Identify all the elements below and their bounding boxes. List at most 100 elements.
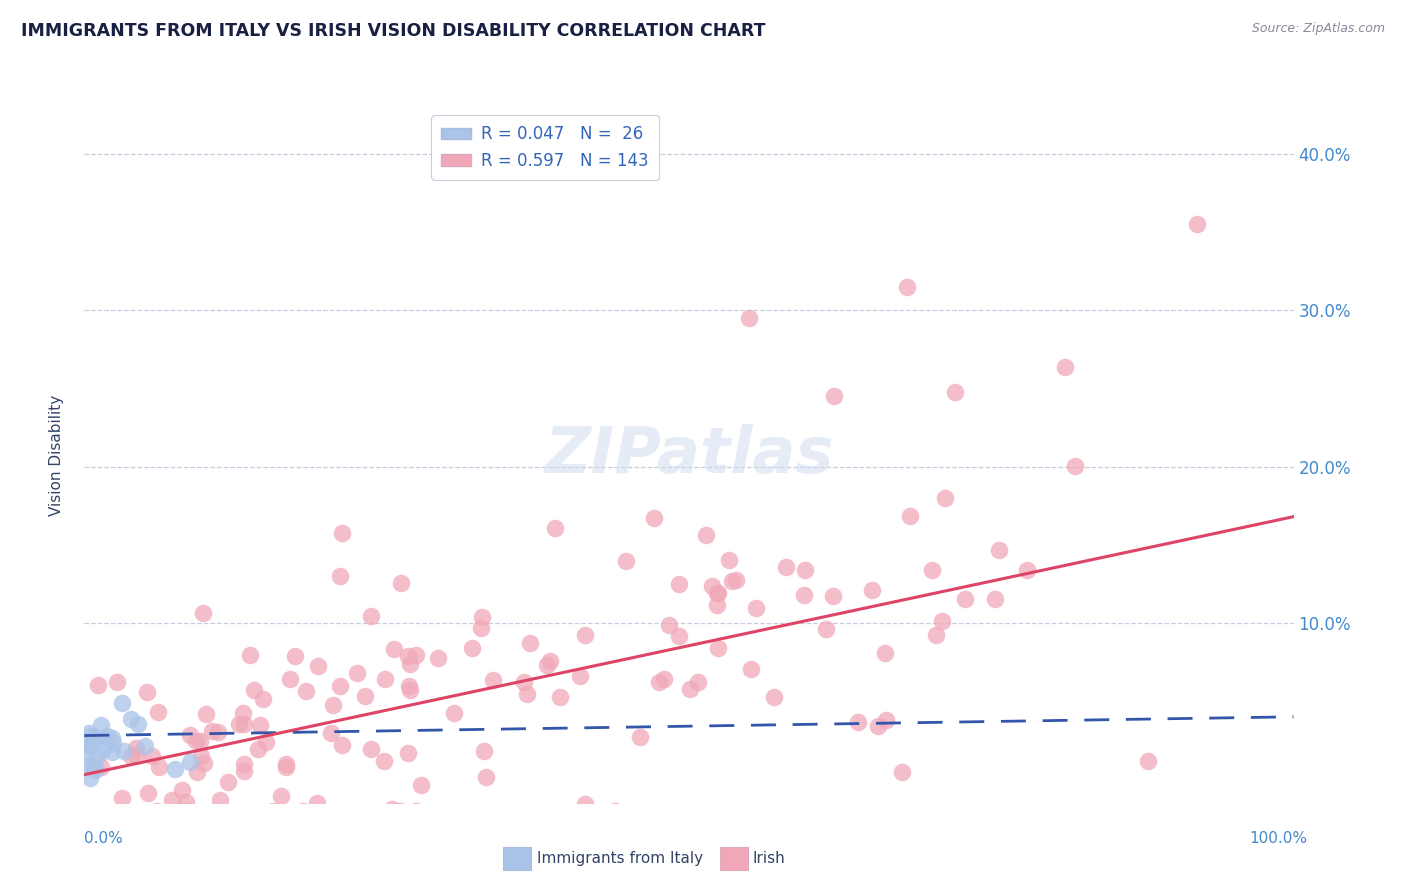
Point (373, 672, 395, 686)
Point (105, 674, 128, 689)
Point (96, 729, 118, 743)
Point (270, 789, 292, 804)
Point (249, 717, 271, 731)
Point (136, 786, 159, 800)
Point (382, 642, 405, 657)
Point (398, 746, 420, 760)
Point (398, 683, 420, 698)
Point (381, 802, 404, 816)
Point (330, 526, 353, 541)
Point (120, 748, 142, 763)
Point (724, 574, 747, 588)
Point (79, 725, 101, 739)
Point (644, 510, 666, 524)
Point (1054, 359, 1077, 374)
Point (718, 553, 741, 567)
Point (127, 716, 149, 731)
Point (179, 755, 201, 769)
Point (232, 706, 254, 721)
Point (232, 716, 254, 731)
Point (278, 672, 301, 686)
Text: Immigrants from Italy: Immigrants from Italy (537, 852, 703, 866)
Point (186, 765, 208, 780)
Point (141, 748, 163, 763)
Point (823, 389, 845, 403)
Point (603, 804, 626, 818)
Text: Irish: Irish (752, 852, 785, 866)
Point (815, 623, 838, 637)
Point (246, 742, 269, 756)
Point (217, 775, 239, 789)
Point (793, 588, 815, 602)
Point (146, 804, 169, 818)
Point (707, 585, 730, 599)
Point (329, 569, 352, 583)
Point (146, 706, 169, 720)
Text: 100.0%: 100.0% (1250, 831, 1308, 846)
Point (76, 746, 98, 760)
Point (207, 724, 229, 739)
Point (111, 791, 134, 805)
Point (544, 521, 567, 535)
Point (243, 683, 266, 698)
Point (405, 648, 427, 662)
Point (321, 726, 343, 740)
Point (519, 636, 541, 650)
Point (274, 760, 297, 774)
Y-axis label: Vision Disability: Vision Disability (49, 394, 63, 516)
Point (873, 646, 896, 660)
Point (284, 648, 307, 663)
Point (821, 589, 844, 603)
Point (482, 673, 505, 687)
Point (125, 747, 148, 762)
Text: 0.0%: 0.0% (84, 831, 124, 846)
Point (762, 690, 785, 705)
Point (793, 563, 815, 577)
Point (474, 770, 496, 784)
Point (360, 742, 382, 756)
Point (745, 601, 768, 615)
Point (548, 690, 571, 704)
Point (679, 681, 702, 696)
Point (276, 756, 298, 771)
Point (569, 669, 592, 683)
Point (295, 684, 318, 698)
Point (648, 674, 671, 689)
Text: Source: ZipAtlas.com: Source: ZipAtlas.com (1251, 22, 1385, 36)
Point (405, 804, 427, 818)
Point (190, 748, 212, 763)
Point (90, 759, 112, 773)
Point (931, 615, 953, 629)
Point (513, 674, 536, 689)
Point (398, 657, 420, 672)
Point (396, 648, 419, 663)
Point (409, 778, 432, 792)
Point (614, 554, 637, 568)
Point (688, 675, 710, 690)
Point (427, 651, 450, 665)
Point (193, 756, 215, 770)
Point (125, 741, 148, 756)
Point (702, 579, 724, 593)
Point (706, 585, 728, 599)
Point (134, 739, 156, 754)
Point (174, 795, 197, 809)
Point (658, 618, 681, 632)
Point (398, 679, 420, 693)
Point (194, 707, 217, 722)
Point (291, 804, 314, 818)
Point (925, 628, 948, 642)
Point (472, 744, 495, 758)
Point (360, 609, 382, 624)
Point (443, 706, 465, 720)
Point (329, 679, 352, 693)
Point (83, 764, 105, 778)
Point (148, 760, 170, 774)
Point (83, 730, 105, 744)
Point (391, 576, 413, 591)
Point (630, 730, 652, 744)
Point (668, 629, 690, 643)
Point (322, 698, 344, 712)
Point (252, 692, 274, 706)
Point (77, 739, 100, 754)
